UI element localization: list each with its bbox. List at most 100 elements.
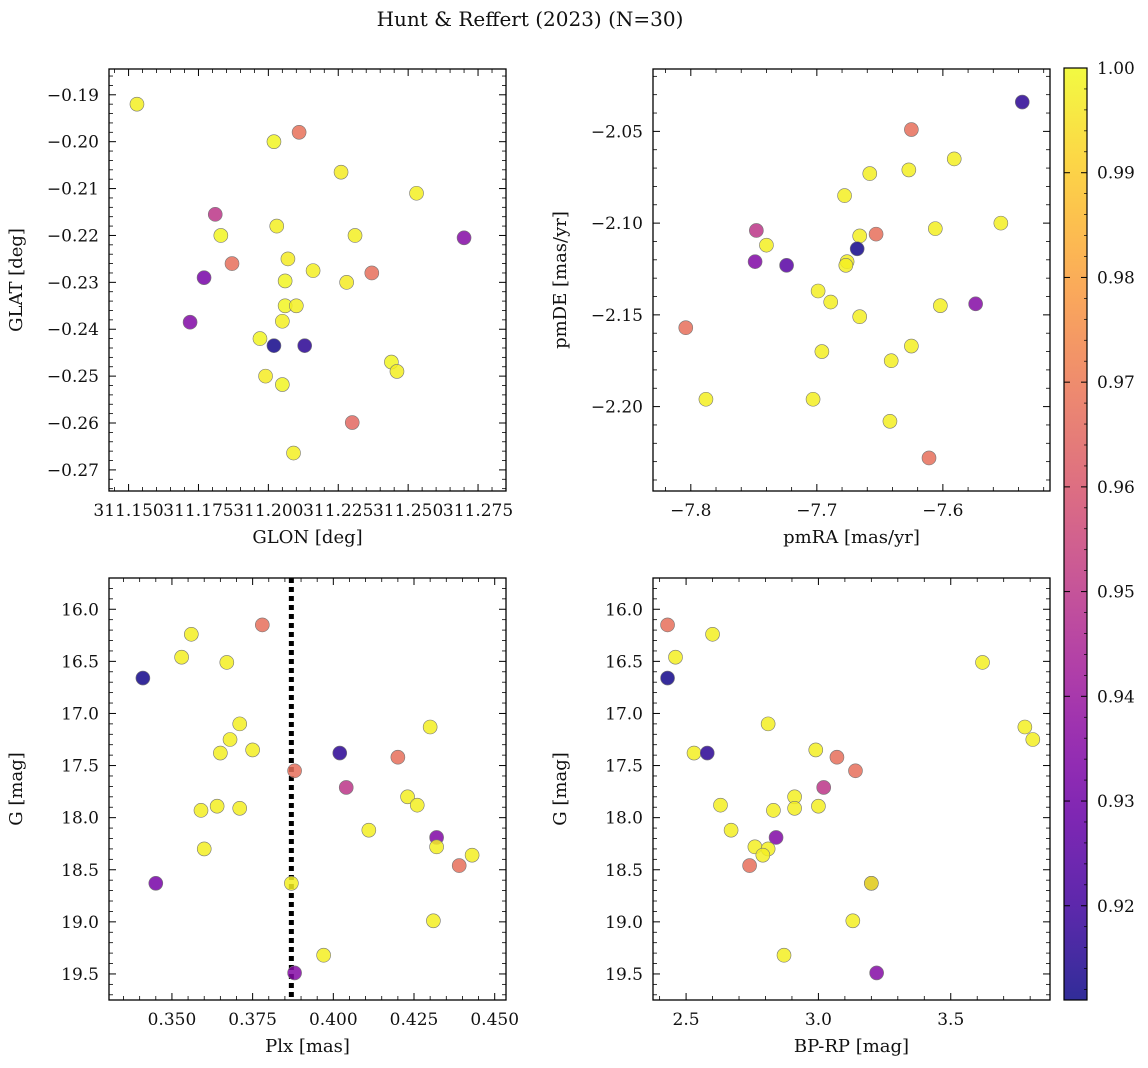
data-point (975, 655, 990, 670)
data-point (347, 228, 363, 243)
data-point (184, 626, 199, 642)
y-tick-label: 17.0 (61, 704, 99, 724)
data-point (928, 221, 943, 236)
data-point (213, 745, 228, 761)
x-tick-label: 311.250 (373, 501, 443, 521)
x-tick-label: 0.450 (470, 1010, 519, 1030)
x-tick-label: 311.175 (163, 501, 233, 521)
x-tick-label: 3.5 (937, 1010, 964, 1030)
y-tick-label: 19.5 (605, 965, 643, 985)
data-point (193, 803, 209, 818)
data-point (760, 716, 776, 732)
data-point (409, 797, 425, 813)
data-point (678, 320, 694, 336)
x-tick-label: 3.0 (805, 1010, 832, 1030)
data-point (946, 151, 962, 167)
data-point (993, 215, 1009, 231)
y-tick-label: 17.5 (605, 757, 643, 777)
data-point (668, 649, 683, 665)
data-point (196, 841, 212, 857)
data-point (814, 344, 830, 359)
y-tick-label: −0.26 (47, 414, 99, 434)
y-tick-label: 19.0 (605, 913, 643, 933)
x-tick-label: 311.225 (303, 501, 373, 521)
y-tick-label: 17.5 (61, 757, 99, 777)
panels: 311.150 311.175 311.200 311.225 311.250 311.2… (6, 68, 1051, 1057)
data-point (723, 822, 739, 838)
data-point (921, 450, 937, 466)
y-tick-label: −0.21 (47, 180, 99, 200)
data-point (845, 913, 861, 929)
y-tick-label: 18.0 (61, 809, 99, 829)
data-point (266, 134, 282, 149)
data-point (224, 256, 240, 271)
data-point (287, 965, 302, 981)
y-tick-label: −2.15 (591, 306, 643, 326)
data-point (660, 617, 675, 633)
y-tick-label: −2.05 (591, 122, 643, 142)
data-point (390, 749, 406, 765)
data-point (269, 218, 285, 234)
data-point (255, 617, 270, 633)
x-tick-label: −7.7 (796, 501, 837, 521)
data-point (286, 445, 301, 461)
data-point (426, 913, 441, 929)
data-point (213, 228, 229, 243)
panel-br: 2.5 3.0 3.5 16.0 16.5 17.0 17.5 18.0 18.5 19.0 19.… (550, 577, 1051, 1057)
data-point (869, 965, 884, 981)
data-point (245, 742, 260, 758)
axes-frame (652, 577, 1051, 1001)
figure-title: Hunt & Reffert (2023) (N=30) (377, 7, 684, 31)
colorbar-tick-label: 0.98 (1097, 268, 1135, 288)
colorbar-tick-label: 0.96 (1097, 478, 1135, 498)
x-axis-label: GLON [deg] (252, 527, 362, 548)
axes-frame (108, 577, 507, 1001)
data-point (219, 655, 235, 670)
data-point (409, 185, 424, 201)
data-point (811, 798, 826, 814)
panel-tl: 311.150 311.175 311.200 311.225 311.250 311.2… (6, 68, 513, 548)
data-point (852, 228, 867, 244)
data-point (766, 803, 781, 818)
y-axis-label: G [mag] (6, 752, 27, 825)
scatter-points (660, 617, 1041, 981)
colorbar-tick-label: 0.97 (1097, 373, 1135, 393)
data-point (400, 789, 415, 805)
data-point (429, 839, 444, 855)
x-tick-label: 0.425 (390, 1010, 439, 1030)
data-point (829, 749, 845, 765)
data-point (864, 875, 879, 891)
colorbar-tick-label: 0.93 (1097, 792, 1135, 812)
data-point (258, 368, 273, 384)
data-point (266, 338, 282, 353)
data-point (816, 780, 832, 795)
scatter-points (135, 617, 480, 981)
y-tick-label: 16.5 (605, 652, 643, 672)
data-point (297, 338, 313, 353)
colorbar-frame (1063, 67, 1088, 1001)
x-tick-label: 311.275 (443, 501, 513, 521)
data-point (344, 415, 360, 430)
data-point (747, 254, 763, 269)
data-point (389, 364, 405, 379)
y-tick-label: 18.0 (605, 809, 643, 829)
data-point (862, 166, 878, 181)
y-tick-label: −0.24 (47, 320, 99, 340)
y-tick-label: −2.20 (591, 398, 643, 418)
x-tick-label: 2.5 (673, 1010, 700, 1030)
x-axis-label: pmRA [mas/yr] (783, 527, 920, 548)
data-point (759, 237, 774, 253)
data-point (339, 275, 354, 290)
data-point (209, 798, 225, 814)
data-point (904, 122, 919, 137)
data-point (660, 670, 675, 686)
data-point (284, 875, 299, 891)
data-point (1017, 719, 1033, 735)
data-point (904, 338, 919, 354)
data-point (464, 847, 480, 863)
y-tick-label: −0.19 (47, 86, 99, 106)
data-point (1014, 94, 1030, 110)
y-tick-label: 16.0 (605, 600, 643, 620)
data-point (808, 742, 824, 758)
data-point (222, 732, 238, 747)
